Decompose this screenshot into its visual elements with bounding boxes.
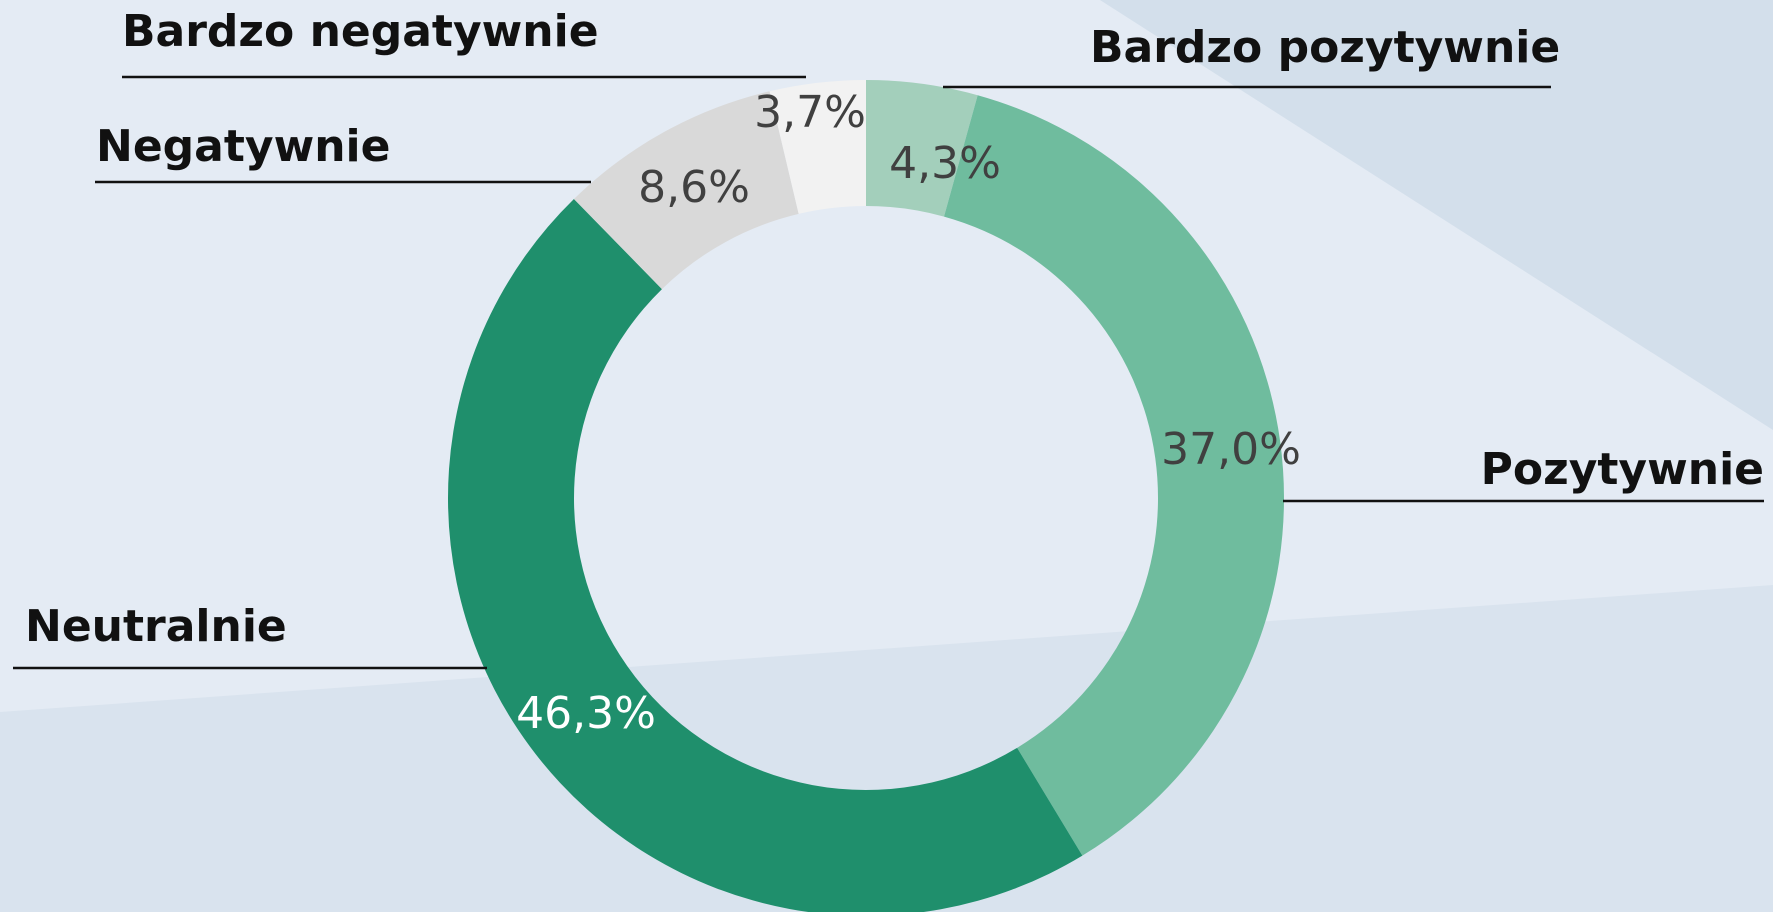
donut-slice [866, 80, 978, 217]
value-label: 37,0% [1161, 424, 1301, 475]
category-label: Negatywnie [96, 121, 390, 172]
category-label: Bardzo negatywnie [122, 6, 599, 57]
donut-slice [944, 95, 1284, 856]
value-label: 46,3% [516, 688, 656, 739]
background-shade [0, 585, 1773, 912]
category-label: Pozytywnie [1481, 444, 1764, 495]
category-label: Neutralnie [25, 601, 287, 652]
donut-slice [448, 198, 1083, 912]
background-shade [1100, 0, 1773, 430]
category-label: Bardzo pozytywnie [1090, 22, 1560, 73]
value-label: 4,3% [889, 138, 1001, 189]
donut-slice [769, 80, 866, 214]
donut-slice [573, 91, 799, 290]
value-label: 8,6% [638, 162, 750, 213]
value-label: 3,7% [754, 87, 866, 138]
